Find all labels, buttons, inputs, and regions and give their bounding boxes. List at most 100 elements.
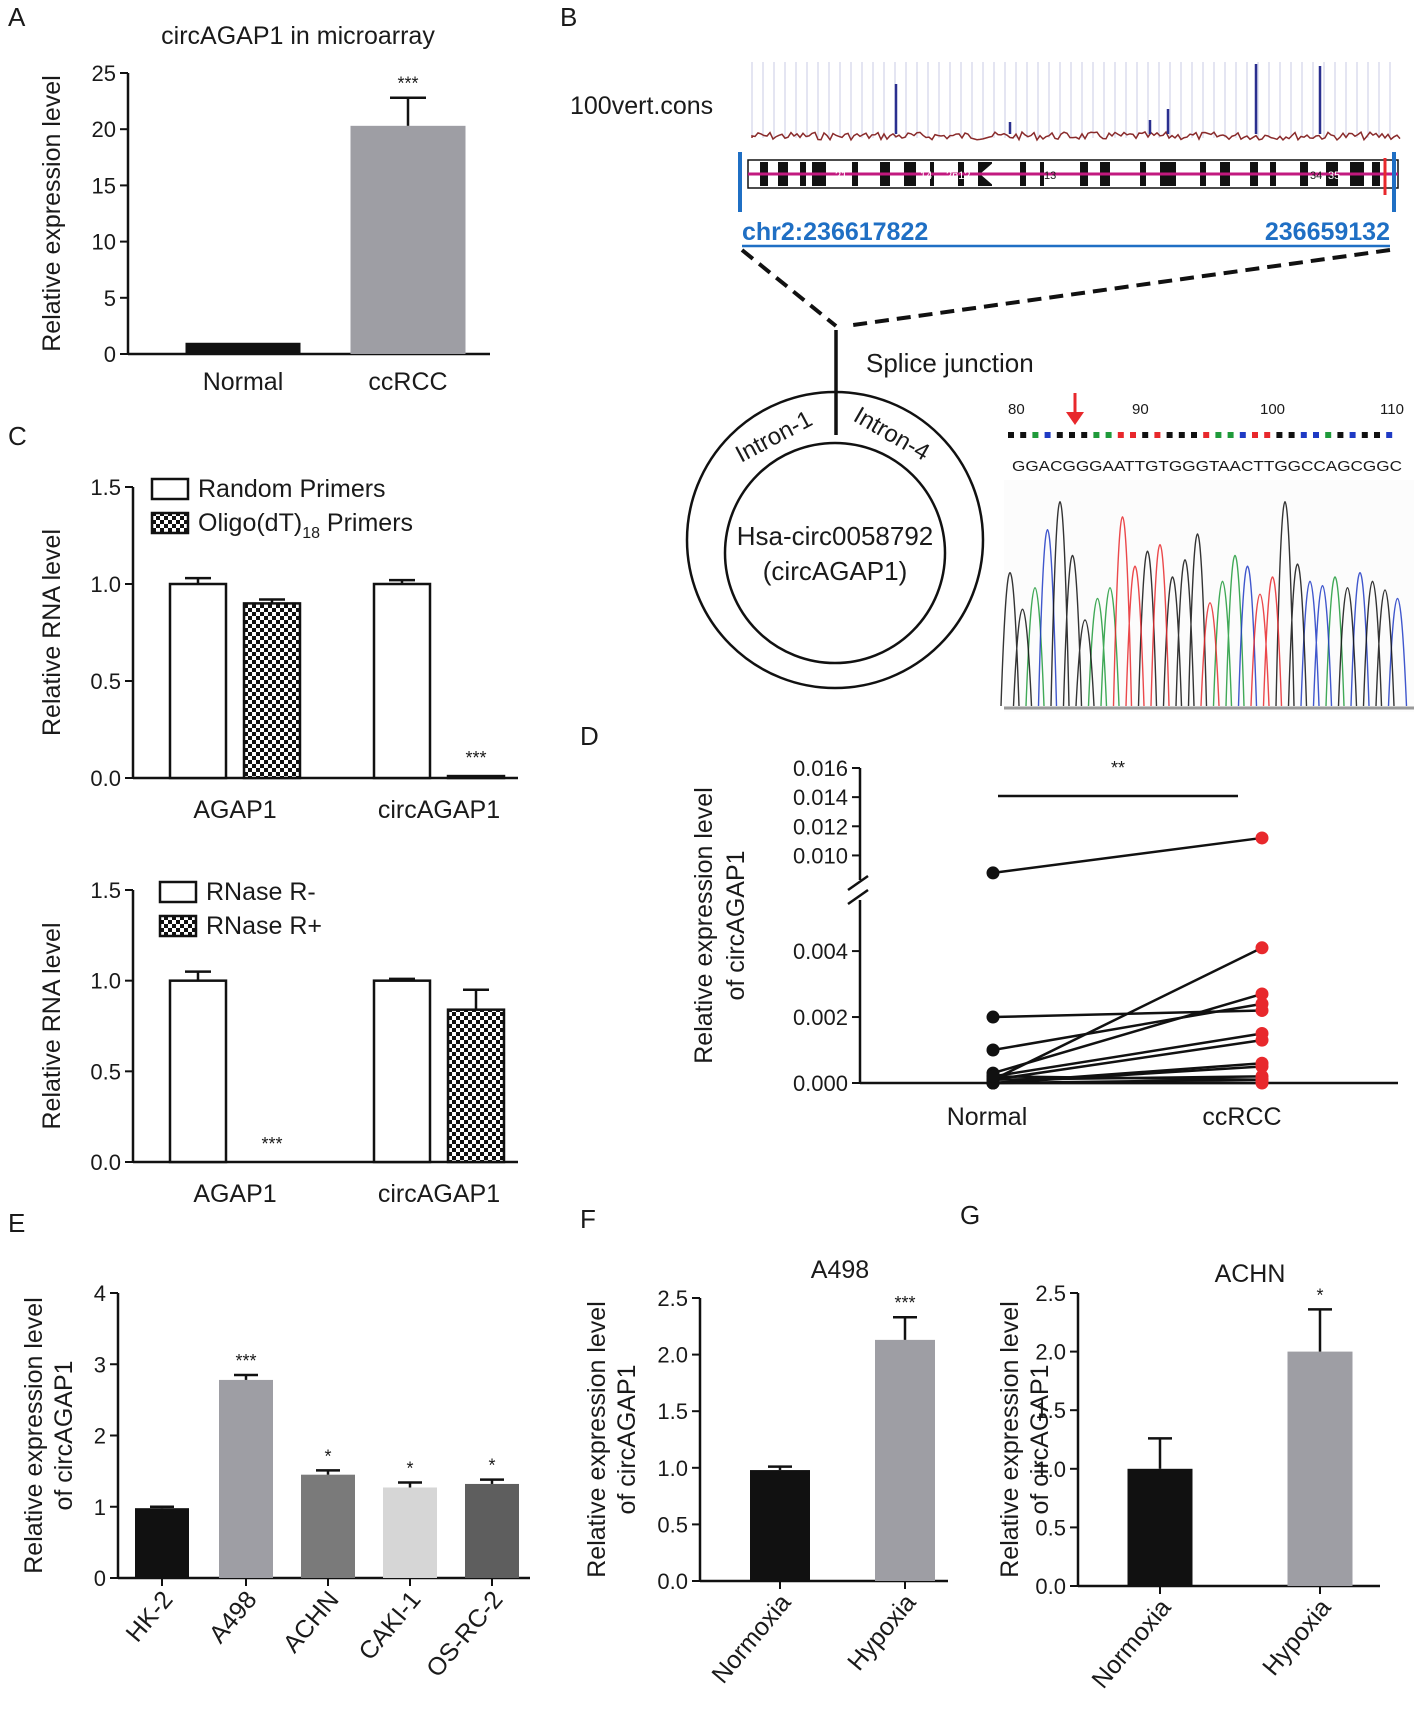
x-tick-label: AGAP1 (193, 1180, 276, 1208)
base-square (1032, 432, 1039, 438)
x-tick-label: Hypoxia (842, 1589, 922, 1676)
y-tick-label: 15 (92, 173, 116, 198)
base-square (1166, 432, 1173, 438)
base-square (1386, 432, 1393, 438)
conservation-track-label: 100vert.cons (570, 92, 713, 120)
base-square (1349, 432, 1356, 438)
panel-letter-f: F (580, 1204, 596, 1234)
panel-letter-a: A (8, 2, 26, 32)
legend-swatch (158, 880, 198, 904)
y-tick-label: 4 (94, 1281, 106, 1306)
bar (372, 582, 432, 780)
x-tick-label: Normal (203, 368, 284, 396)
ccrcc-point (1255, 831, 1269, 845)
significance-mark: *** (397, 74, 418, 94)
y-tick-label: 0.012 (793, 814, 848, 839)
band-label-0: 21 (835, 170, 847, 182)
legend-subscript: 18 (302, 525, 320, 542)
y-tick-label: 1.0 (90, 572, 121, 597)
bar (185, 342, 301, 354)
axis-break-mark (847, 888, 869, 906)
x-tick-label: Hypoxia (1257, 1594, 1337, 1681)
conservation-signal (751, 130, 1401, 142)
y-tick-label: 2.5 (657, 1286, 688, 1311)
y-tick-label: 1.0 (90, 969, 121, 994)
base-square (1008, 432, 1014, 438)
inner-circle (723, 441, 947, 665)
base-square (1374, 432, 1380, 438)
y-axis-label: Relative expression level (20, 1297, 48, 1574)
ccrcc-point (1255, 1060, 1269, 1074)
panel-e-cell-line-chart: 0 1 2 3 4 Relative expression level of circAGA… (20, 1281, 530, 1683)
legend-swatch (158, 914, 198, 938)
bar (383, 1487, 437, 1578)
bar (135, 1508, 189, 1578)
x-tick-label: AGAP1 (193, 796, 276, 824)
circrna-alias: (circAGAP1) (763, 556, 907, 586)
base-square (1300, 432, 1307, 438)
trace-t (1112, 516, 1283, 707)
bar (465, 1483, 519, 1578)
seq-pos-80: 80 (1008, 401, 1025, 418)
x-tick-label: OS-RC-2 (421, 1586, 509, 1683)
bar (446, 1008, 506, 1164)
y-tick-label: 0.000 (793, 1071, 848, 1096)
y-axis-label: Relative RNA level (38, 529, 66, 736)
base-square (1154, 432, 1161, 438)
chart-title: A498 (811, 1256, 869, 1284)
bar (219, 1379, 273, 1578)
panel-c-rnase-chart: 0.0 0.5 1.0 1.5 Relative RNA level *** AGAP1 ci… (38, 878, 518, 1208)
y-axis-label-line2: of circAGAP1 (50, 1360, 78, 1510)
chromosome-ideogram: 21 14 2n12 13 34 35 (738, 152, 1399, 212)
base-square (1178, 432, 1185, 438)
base-square (1081, 432, 1088, 438)
y-tick-label: 1.5 (657, 1399, 688, 1424)
bar (301, 1474, 355, 1578)
legend-label: Oligo(dT)18 Primers (198, 509, 413, 542)
chromatogram-background (1004, 480, 1414, 712)
normal-point (986, 866, 1000, 880)
x-tick-label: Normoxia (706, 1589, 796, 1689)
bar (350, 125, 466, 354)
x-tick-label: Normoxia (1086, 1594, 1176, 1694)
y-tick-label: 1.5 (90, 475, 121, 500)
pair-line (992, 946, 1263, 1081)
legend-label-tail: Primers (320, 509, 413, 537)
seq-pos-100: 100 (1260, 401, 1285, 418)
pair-line (992, 1032, 1263, 1078)
base-call-squares (1008, 432, 1393, 438)
band-label-3: 13 (1044, 170, 1056, 182)
panel-letter-g: G (960, 1200, 980, 1230)
significance-mark: ** (1111, 758, 1125, 778)
significance-mark: *** (465, 748, 486, 768)
axis-break-mark (847, 874, 869, 892)
conservation-track (751, 62, 1401, 142)
y-axis-label: Relative expression level (583, 1301, 611, 1578)
ccrcc-point (1255, 997, 1269, 1011)
y-axis-label: Relative expression level (38, 75, 66, 352)
band-label-1: 14 (920, 170, 932, 182)
pair-line (992, 1038, 1263, 1081)
x-tick-label: circAGAP1 (378, 1180, 500, 1208)
y-axis-label-line2: of circAGAP1 (613, 1364, 641, 1514)
y-tick-label: 1.5 (1035, 1398, 1066, 1423)
significance-mark: * (488, 1456, 495, 1476)
y-tick-label: 25 (92, 61, 116, 86)
trace-g (1000, 501, 1395, 707)
seq-pos-110: 110 (1380, 401, 1404, 418)
ccrcc-point (1255, 1073, 1269, 1087)
y-tick-label: 2.0 (657, 1343, 688, 1368)
pair-line (992, 836, 1263, 875)
band-label-5: 35 (1328, 170, 1340, 182)
bar (1127, 1468, 1193, 1586)
zoom-line-right (845, 248, 1391, 328)
y-tick-label: 0.5 (1035, 1515, 1066, 1540)
normal-point (986, 1069, 1000, 1083)
circrna-name: Hsa-circ0058792 (737, 521, 934, 551)
pair-line (992, 1075, 1263, 1081)
legend-label: Random Primers (198, 475, 386, 503)
y-tick-label: 3 (94, 1352, 106, 1377)
junction-arrow (1066, 393, 1084, 425)
base-square (1069, 432, 1075, 438)
